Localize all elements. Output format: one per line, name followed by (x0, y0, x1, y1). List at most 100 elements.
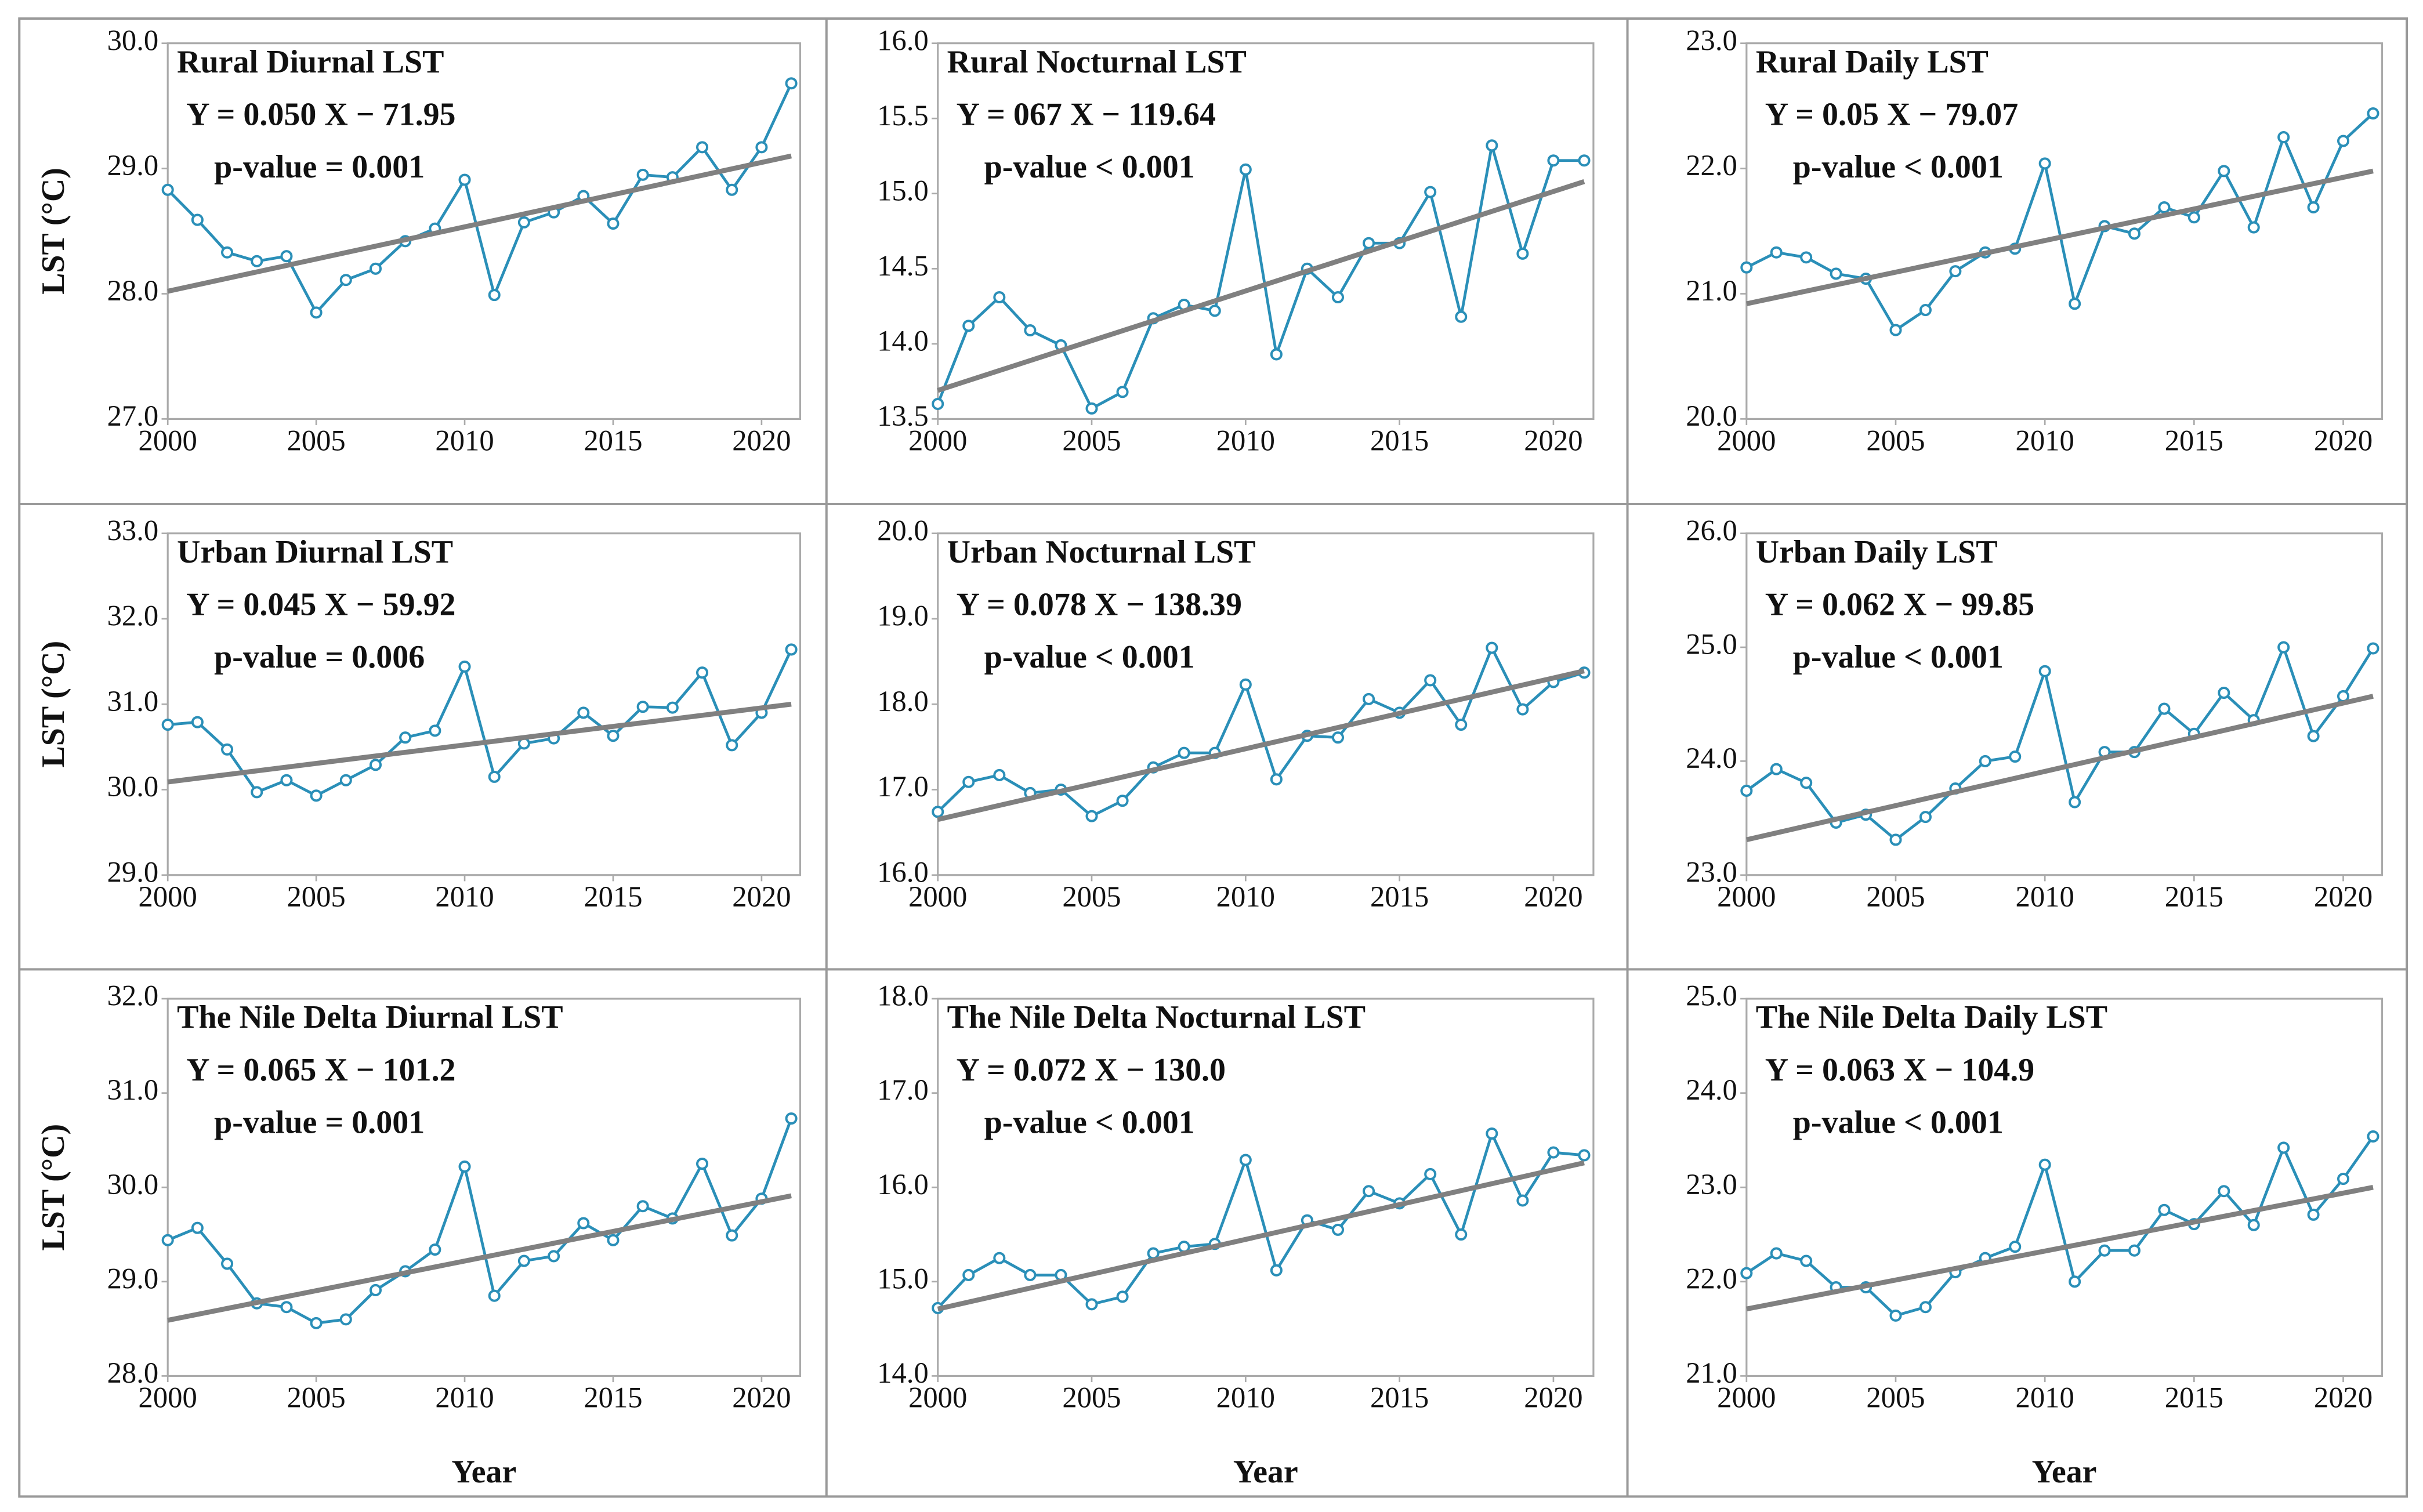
y-tick-label: 20.0 (877, 514, 929, 546)
data-point (666, 701, 679, 714)
data-point (1740, 784, 1753, 797)
y-tick-label: 31.0 (107, 1074, 159, 1106)
data-point (1486, 139, 1498, 152)
data-point (607, 730, 620, 742)
y-tick-label: 17.0 (877, 1074, 929, 1106)
data-point (161, 719, 174, 731)
data-point (488, 1289, 501, 1302)
chart-title: Urban Daily LST (1756, 534, 1998, 570)
data-point (1547, 1146, 1560, 1159)
x-tick-label: 2000 (908, 880, 967, 913)
data-point (636, 1200, 649, 1213)
data-point (2218, 1185, 2230, 1198)
y-tick-label: 30.0 (107, 770, 159, 803)
y-axis-label: LST (°C) (35, 641, 71, 768)
data-point (458, 1160, 471, 1173)
data-point (2069, 796, 2081, 808)
data-point (1919, 1301, 1932, 1314)
x-tick-label: 2005 (287, 880, 345, 913)
data-point (1424, 1167, 1437, 1180)
data-point (1116, 386, 1129, 398)
data-point (2069, 298, 2081, 310)
x-tick-label: 2000 (1717, 880, 1776, 913)
data-point (785, 77, 798, 90)
y-tick-label: 23.0 (1686, 855, 1737, 888)
data-point (191, 1221, 204, 1234)
data-point (369, 262, 382, 275)
data-point (2158, 201, 2171, 214)
x-tick-label: 2020 (732, 880, 791, 913)
annotation: p-value < 0.001 (984, 639, 1195, 675)
plot-frame (1745, 42, 2383, 420)
data-point (458, 173, 471, 186)
x-tick-label: 2010 (1216, 425, 1275, 457)
annotation: p-value < 0.001 (1793, 149, 2004, 185)
data-line (167, 648, 793, 797)
annotation: p-value = 0.001 (214, 149, 425, 185)
data-point (1116, 795, 1129, 807)
y-tick-label: 13.5 (877, 400, 929, 432)
x-tick-label: 2010 (2016, 425, 2074, 457)
data-point (488, 289, 501, 302)
data-point (1178, 746, 1190, 759)
data-point (2277, 1141, 2290, 1154)
data-point (1770, 246, 1783, 259)
trend-line (167, 701, 792, 785)
data-point (1455, 1228, 1468, 1241)
chart-title: Rural Daily LST (1756, 44, 1989, 80)
y-tick-label: 24.0 (1686, 742, 1737, 774)
data-point (785, 1112, 798, 1125)
data-point (726, 739, 738, 752)
x-tick-label: 2000 (1717, 1382, 1776, 1414)
data-point (1331, 731, 1345, 744)
data-point (636, 168, 649, 181)
x-tick-label: 2005 (287, 425, 345, 457)
data-point (251, 255, 263, 267)
y-axis-label: LST (°C) (35, 168, 71, 295)
data-point (696, 1158, 709, 1170)
chart-title: Urban Diurnal LST (177, 534, 453, 570)
data-point (1516, 247, 1529, 260)
data-point (1208, 304, 1221, 317)
data-point (993, 1252, 1006, 1264)
data-point (1578, 1149, 1591, 1162)
data-point (399, 731, 412, 744)
y-tick-label: 28.0 (107, 1357, 159, 1389)
y-tick-label: 16.0 (877, 24, 929, 56)
data-point (962, 320, 975, 332)
data-point (726, 1229, 738, 1242)
x-tick-label: 2015 (2165, 425, 2223, 457)
x-tick-label: 2020 (732, 1382, 791, 1414)
y-tick-label: 15.5 (877, 99, 929, 132)
data-point (696, 666, 709, 679)
y-tick-label: 30.0 (107, 24, 159, 56)
data-point (1578, 154, 1591, 167)
data-point (161, 1234, 174, 1246)
y-tick-label: 16.0 (877, 855, 929, 888)
data-point (191, 213, 204, 226)
x-tick-label: 2010 (1216, 880, 1275, 913)
x-tick-label: 2015 (2165, 880, 2223, 913)
data-point (2247, 221, 2260, 234)
data-point (1949, 265, 1962, 278)
y-tick-label: 20.0 (1686, 400, 1737, 432)
y-tick-label: 26.0 (1686, 514, 1737, 546)
data-point (932, 397, 944, 411)
trend-line (1745, 694, 2374, 843)
plot-frame (166, 42, 802, 420)
y-tick-label: 18.0 (877, 980, 929, 1012)
x-tick-label: 2005 (1866, 1382, 1925, 1414)
x-tick-label: 2020 (2314, 880, 2373, 913)
trend-line (937, 179, 1585, 393)
data-point (369, 759, 382, 771)
x-tick-label: 2005 (1866, 880, 1925, 913)
data-point (1979, 755, 1991, 767)
data-point (2009, 750, 2022, 763)
data-point (1085, 1298, 1098, 1311)
x-tick-label: 2010 (2016, 880, 2074, 913)
data-point (221, 1257, 234, 1270)
y-tick-label: 25.0 (1686, 628, 1737, 661)
y-tick-label: 30.0 (107, 1168, 159, 1201)
x-tick-label: 2020 (2314, 425, 2373, 457)
data-point (962, 775, 975, 788)
